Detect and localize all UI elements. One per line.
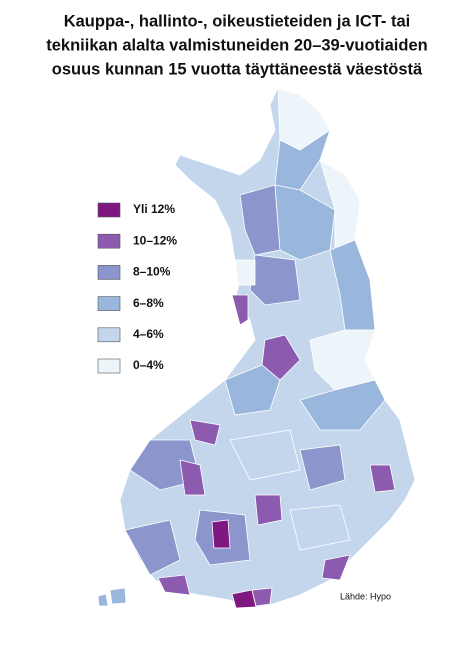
region — [321, 554, 351, 581]
region — [124, 519, 181, 576]
legend-swatch — [97, 233, 121, 249]
region — [224, 364, 281, 416]
region — [309, 329, 376, 391]
region — [299, 444, 346, 491]
region — [234, 259, 256, 286]
legend-swatch — [97, 202, 121, 218]
region — [239, 184, 281, 256]
region — [97, 593, 109, 607]
region — [189, 419, 221, 446]
legend-label: 0–4% — [133, 358, 164, 372]
legend-swatch — [97, 327, 121, 343]
region — [249, 254, 301, 306]
title-line: tekniikan alalta valmistuneiden 20–39-vu… — [46, 36, 427, 54]
region — [251, 587, 273, 607]
region — [231, 294, 249, 326]
region — [109, 587, 127, 605]
legend: Yli 12% 10–12% 8–10% 6–8% 4–6% 0–4% — [97, 202, 177, 374]
region — [179, 459, 206, 496]
legend-swatch — [97, 265, 121, 280]
legend-label: 6–8% — [133, 296, 164, 310]
region — [369, 464, 396, 493]
region — [289, 504, 351, 551]
source: Lähde: Hypo — [340, 591, 391, 601]
region — [157, 574, 191, 596]
legend-label: 10–12% — [133, 233, 177, 247]
region — [231, 589, 257, 609]
title-line: Kauppa-, hallinto-, oikeustieteiden ja I… — [64, 12, 411, 30]
region — [299, 379, 386, 431]
legend-swatch — [97, 358, 121, 374]
title-line: osuus kunnan 15 vuotta täyttäneestä väes… — [52, 60, 423, 78]
region — [211, 519, 231, 549]
region — [254, 494, 283, 526]
legend-label: Yli 12% — [133, 202, 175, 216]
map — [97, 87, 416, 609]
legend-label: 4–6% — [133, 327, 164, 341]
region — [261, 334, 301, 381]
legend-swatch — [97, 296, 121, 311]
region — [229, 429, 301, 481]
legend-label: 8–10% — [133, 265, 171, 279]
